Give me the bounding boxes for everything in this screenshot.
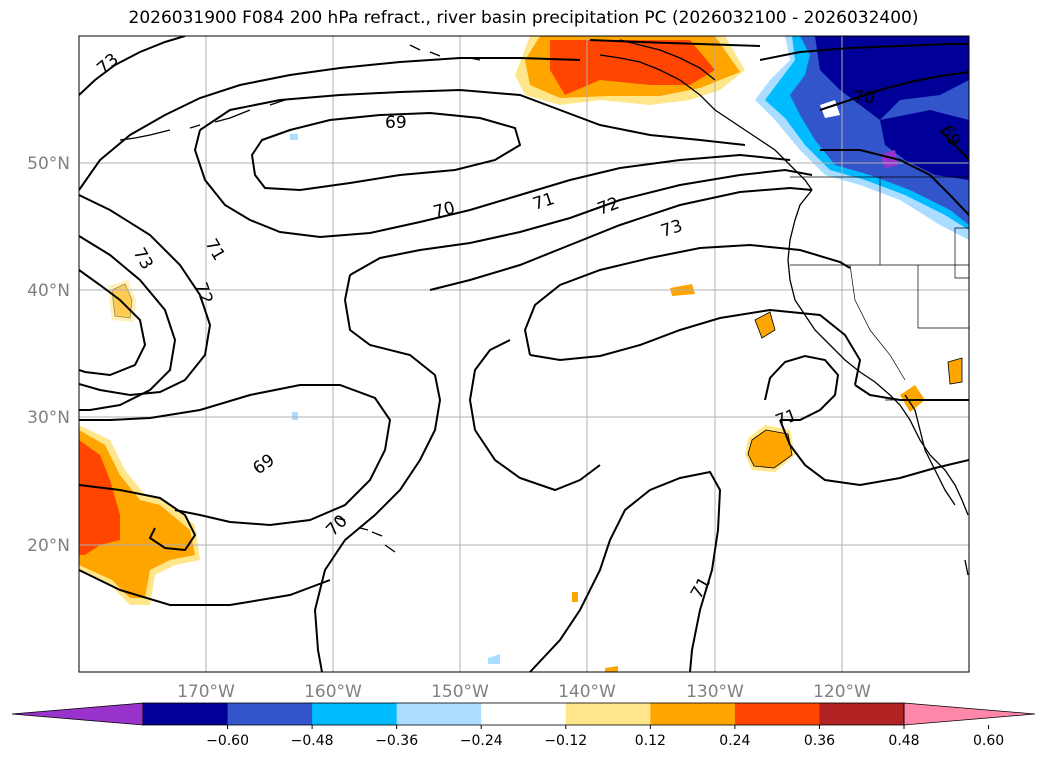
- colorbar-swatch: [481, 703, 567, 725]
- precip-blob-4: [754, 311, 776, 339]
- colorbar-swatch: [227, 703, 313, 725]
- colorbar-swatch: [396, 703, 482, 725]
- map-title: 2026031900 F084 200 hPa refract., river …: [128, 8, 919, 28]
- precip-west-red: [79, 440, 120, 555]
- colorbar-max-extension: [903, 702, 1036, 726]
- lat-label: 30°N: [27, 408, 70, 428]
- map-frame: [78, 35, 970, 673]
- colorbar-tick-label: 0.60: [973, 733, 1004, 749]
- lon-label: 170°W: [177, 682, 235, 702]
- colorbar-tick-label: −0.60: [206, 733, 249, 749]
- colorbar-tick-label: −0.36: [375, 733, 418, 749]
- coastlines: [119, 39, 969, 576]
- colorbar-tick-label: 0.12: [635, 733, 666, 749]
- colorbar-swatch: [734, 703, 820, 725]
- refractivity-contours: [79, 36, 969, 672]
- precip-shading: [79, 36, 969, 672]
- contour-label: 69: [385, 113, 407, 133]
- colorbar-swatches: [11, 702, 1036, 726]
- colorbar-swatch: [312, 703, 398, 725]
- precip-blob-8: [900, 385, 925, 412]
- precip-blob-7: [947, 357, 963, 385]
- lat-label: 20°N: [27, 536, 70, 556]
- colorbar-tick-label: −0.48: [291, 733, 334, 749]
- precip-blob-10: [605, 666, 618, 672]
- lat-label: 40°N: [27, 281, 70, 301]
- colorbar-swatch: [565, 703, 651, 725]
- colorbar: −0.60 −0.48 −0.36 −0.24 −0.12 0.12 0.24 0.36 0.4…: [11, 702, 1036, 749]
- lon-label: 120°W: [813, 682, 871, 702]
- contour-label: 70: [853, 88, 875, 108]
- colorbar-swatch: [650, 703, 736, 725]
- lon-label: 130°W: [686, 682, 744, 702]
- precip-blob-6: [747, 429, 793, 469]
- colorbar-border: [142, 702, 905, 726]
- precip-blob-12: [292, 412, 298, 420]
- colorbar-tick-label: 0.36: [804, 733, 835, 749]
- precip-blob-11: [290, 134, 298, 140]
- colorbar-ticks: −0.60 −0.48 −0.36 −0.24 −0.12 0.12 0.24 0.36 0.4…: [206, 725, 1004, 749]
- precip-alaska-red: [550, 40, 715, 95]
- latitude-labels: 50°N 40°N 30°N 20°N: [27, 154, 70, 556]
- lon-label: 140°W: [558, 682, 616, 702]
- longitude-labels: 170°W 160°W 150°W 140°W 130°W 120°W: [177, 682, 871, 702]
- colorbar-tick-label: −0.24: [460, 733, 503, 749]
- colorbar-tick-label: 0.24: [719, 733, 750, 749]
- lon-label: 160°W: [304, 682, 362, 702]
- colorbar-min-extension: [11, 702, 144, 726]
- colorbar-tick-label: −0.12: [544, 733, 587, 749]
- colorbar-swatch: [819, 703, 905, 725]
- lat-label: 50°N: [27, 154, 70, 174]
- colorbar-tick-label: 0.48: [888, 733, 919, 749]
- precip-west-orange: [79, 430, 195, 598]
- colorbar-swatch: [143, 703, 229, 725]
- gridlines: [79, 36, 969, 672]
- political-borders: [790, 176, 969, 401]
- lon-label: 150°W: [431, 682, 489, 702]
- precip-blob-13: [488, 654, 500, 664]
- precip-blob-9: [572, 592, 578, 602]
